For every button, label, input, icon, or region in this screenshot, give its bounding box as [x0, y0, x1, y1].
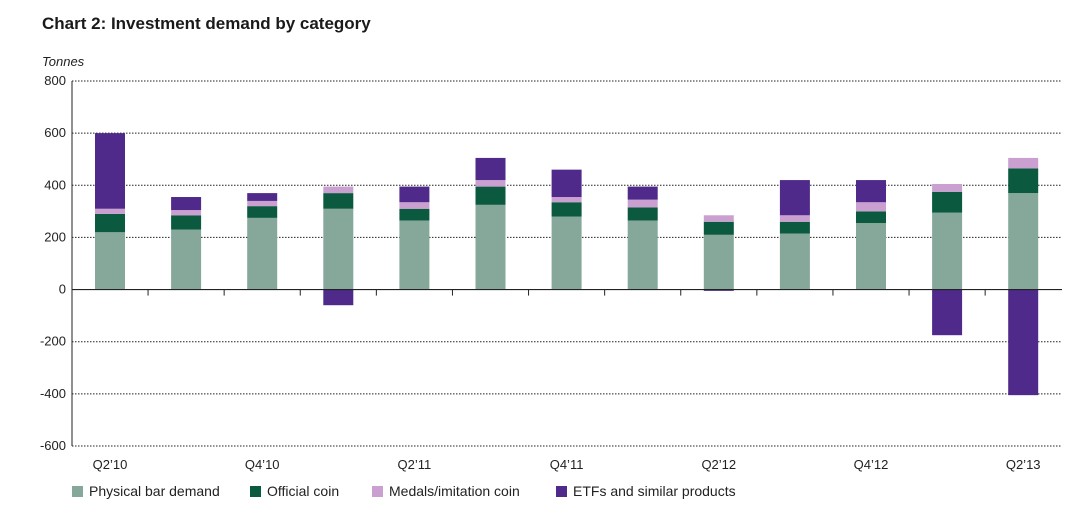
x-tick-label: Q2’10 [93, 457, 128, 472]
bar-segment [703, 221, 734, 235]
bar-segment [627, 186, 658, 200]
bar-segment [475, 157, 506, 181]
y-tick-label: 400 [44, 177, 66, 192]
bar-segment [95, 133, 125, 209]
x-tick-label: Q4’11 [550, 457, 584, 472]
legend-label: Official coin [267, 483, 339, 499]
bar-segment [247, 206, 278, 218]
y-tick-label: -200 [40, 334, 66, 349]
y-tick-label: -400 [40, 386, 66, 401]
bar-segment [932, 191, 963, 213]
legend-swatch [250, 486, 261, 497]
bar-segment [627, 207, 658, 221]
bar-segment [95, 232, 125, 290]
bar-segment [779, 221, 810, 234]
bar-segment [779, 233, 810, 290]
bar-segment [779, 215, 810, 222]
y-tick-label: 200 [44, 229, 66, 244]
bar-segment [95, 213, 125, 233]
bar-segment [856, 211, 886, 224]
axes: Tonnes 800 600 400 200 0 -200 -400 -600 Q2’10 Q4’1… [40, 54, 1062, 472]
bar-segment [856, 180, 886, 203]
y-tick-label: 800 [44, 73, 66, 88]
bar-segment [1008, 157, 1039, 169]
legend-swatch [372, 486, 383, 497]
legend-label: ETFs and similar products [573, 483, 736, 499]
bar-segment [932, 212, 963, 290]
bar-segment [627, 199, 658, 208]
bar-segment [171, 229, 202, 290]
bar-segment [171, 210, 202, 216]
x-tick-label: Q4’12 [854, 457, 889, 472]
legend-swatch [556, 486, 567, 497]
bar-segment [856, 223, 886, 290]
legend: Physical bar demand Official coin Medals/i… [72, 483, 736, 499]
bar-segment [475, 204, 506, 290]
bar-segment [551, 216, 582, 290]
bar-segment [627, 220, 658, 290]
bar-segment [475, 186, 506, 205]
y-tick-label: 600 [44, 125, 66, 140]
bar-segment [95, 208, 125, 214]
bar-segment [856, 202, 886, 212]
bar-segment [932, 289, 963, 336]
y-tick-label: -600 [40, 438, 66, 453]
chart-title: Chart 2: Investment demand by category [42, 14, 371, 33]
bar-segment [551, 202, 582, 217]
x-tick-label: Q2’11 [398, 457, 432, 472]
x-tick-label: Q2’12 [701, 457, 736, 472]
bar-segment [399, 202, 430, 209]
bar-segment [247, 193, 278, 201]
legend-swatch [72, 486, 83, 497]
bar-segment [323, 208, 354, 290]
bars [95, 133, 1039, 396]
bar-segment [323, 193, 354, 209]
bar-segment [247, 217, 278, 290]
bar-segment [399, 220, 430, 290]
bar-segment [551, 169, 582, 198]
bar-segment [1008, 168, 1039, 194]
bar-segment [703, 289, 734, 291]
bar-segment [399, 208, 430, 221]
legend-label: Physical bar demand [89, 483, 220, 499]
bar-segment [779, 180, 810, 216]
bar-segment [932, 183, 963, 192]
legend-label: Medals/imitation coin [389, 483, 520, 499]
bar-segment [171, 197, 202, 211]
bar-segment [475, 180, 506, 187]
bar-segment [1008, 289, 1039, 396]
bar-segment [703, 234, 734, 290]
bar-segment [703, 215, 734, 222]
bar-segment [323, 289, 354, 306]
x-tick-label: Q4’10 [245, 457, 280, 472]
bar-segment [551, 197, 582, 203]
y-tick-label: 0 [59, 282, 66, 297]
x-tick-label: Q2’13 [1006, 457, 1041, 472]
bar-segment [323, 186, 354, 194]
y-axis-unit-label: Tonnes [42, 54, 85, 69]
bar-segment [1008, 193, 1039, 290]
bar-segment [399, 186, 430, 203]
bar-segment [171, 215, 202, 230]
bar-segment [247, 200, 278, 207]
